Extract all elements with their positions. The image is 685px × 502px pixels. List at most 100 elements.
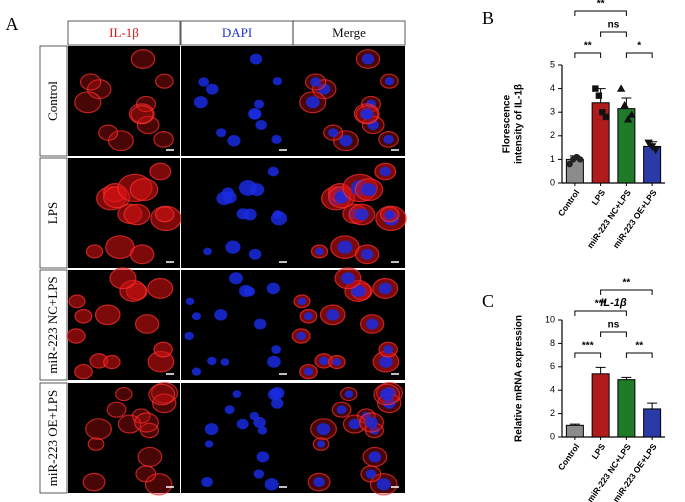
- cell-stain: [149, 162, 172, 181]
- cell-stain: [85, 244, 104, 259]
- y-tick-label: 3: [550, 107, 555, 117]
- nucleus: [204, 423, 219, 436]
- nucleus: [272, 77, 283, 86]
- significance-label: *: [637, 41, 641, 52]
- nucleus: [253, 99, 265, 109]
- data-point: [620, 100, 629, 109]
- nucleus: [379, 166, 391, 177]
- cell-stain: [153, 341, 173, 358]
- micrograph-bg: [68, 383, 180, 493]
- nucleus: [348, 418, 361, 430]
- nucleus: [248, 248, 262, 260]
- nucleus: [360, 248, 374, 260]
- nucleus: [328, 128, 339, 138]
- cell-stain: [68, 294, 86, 309]
- significance-label: **: [635, 341, 643, 352]
- row-label-box: [39, 157, 68, 269]
- micrograph: [68, 382, 180, 496]
- data-point: [595, 92, 603, 99]
- nucleus: [336, 405, 347, 415]
- cell-stain: [103, 354, 121, 370]
- significance-bracket: [600, 331, 627, 337]
- significance-bracket: [625, 52, 653, 58]
- nucleus: [267, 388, 282, 401]
- nucleus: [255, 119, 267, 130]
- cell-stain: [135, 465, 157, 483]
- cell-stain: [137, 446, 163, 467]
- nucleus: [339, 134, 353, 147]
- nucleus: [193, 96, 208, 109]
- significance-label: ***: [582, 341, 594, 352]
- row-label: Control: [45, 81, 60, 121]
- row-label-box: [39, 269, 68, 381]
- bar: [617, 379, 636, 438]
- nucleus: [272, 210, 283, 219]
- data-point: [616, 84, 626, 92]
- cell-stain: [144, 473, 173, 496]
- nucleus: [249, 53, 263, 65]
- cell-stain: [98, 124, 119, 141]
- nucleus: [236, 418, 249, 430]
- row-label: miR-223 OE+LPS: [45, 390, 60, 487]
- nucleus: [341, 272, 355, 285]
- nucleus: [222, 191, 237, 204]
- cell-stain: [106, 401, 127, 418]
- micrograph: [181, 46, 293, 156]
- nucleus: [316, 440, 326, 448]
- data-point: [602, 113, 610, 121]
- y-axis-label: intensity of IL-1β: [514, 84, 525, 164]
- nucleus: [214, 309, 228, 321]
- significance-label: **: [622, 278, 630, 289]
- bar: [565, 424, 584, 438]
- nucleus: [384, 210, 395, 219]
- significance-bracket: [600, 31, 627, 37]
- error-bar: [569, 423, 580, 426]
- micrograph: [181, 270, 293, 380]
- nucleus: [205, 83, 219, 95]
- micrograph-bg: [68, 46, 180, 156]
- panel-letter: A: [6, 14, 19, 34]
- nucleus: [257, 426, 268, 435]
- significance-label: **: [597, 0, 605, 10]
- micrograph: [181, 158, 293, 268]
- y-axis-label: Relative mRNA expression: [514, 315, 525, 442]
- nucleus: [365, 318, 379, 330]
- micrograph: [66, 267, 180, 380]
- nucleus: [355, 208, 369, 221]
- cell-stain: [109, 267, 137, 290]
- nucleus: [191, 312, 201, 321]
- data-point: [623, 115, 633, 123]
- y-tick-label: 0: [550, 431, 555, 441]
- micrograph: [293, 382, 405, 496]
- nucleus: [315, 247, 324, 256]
- nucleus: [253, 318, 267, 330]
- y-axis-label: Florescence: [502, 94, 513, 153]
- y-tick-label: 10: [545, 314, 555, 324]
- micrograph: [68, 158, 182, 268]
- nucleus: [305, 96, 320, 109]
- cell-stain: [129, 178, 159, 202]
- cell-stain: [134, 412, 160, 433]
- nucleus: [379, 355, 393, 368]
- column-header-box: [292, 20, 406, 46]
- column-header-box: [67, 20, 181, 46]
- micrograph: [293, 158, 407, 268]
- y-tick-label: 8: [550, 338, 555, 348]
- significance-label: ns: [608, 320, 620, 331]
- error-bar: [595, 366, 606, 374]
- nucleus: [232, 390, 242, 398]
- cell-stain: [154, 206, 175, 223]
- nucleus: [313, 476, 325, 488]
- nucleus: [184, 331, 194, 341]
- nucleus: [344, 390, 354, 398]
- chart-title: IL-1β: [600, 297, 627, 309]
- significance-label: **: [584, 41, 592, 52]
- significance-bracket: [574, 310, 627, 316]
- cell-stain: [136, 115, 160, 135]
- cell-stain: [147, 277, 174, 299]
- panel-letter: C: [482, 291, 494, 311]
- cell-stain: [130, 49, 156, 69]
- significance-bracket: [574, 52, 602, 58]
- y-tick-label: 2: [550, 408, 555, 418]
- y-tick-label: 2: [550, 130, 555, 140]
